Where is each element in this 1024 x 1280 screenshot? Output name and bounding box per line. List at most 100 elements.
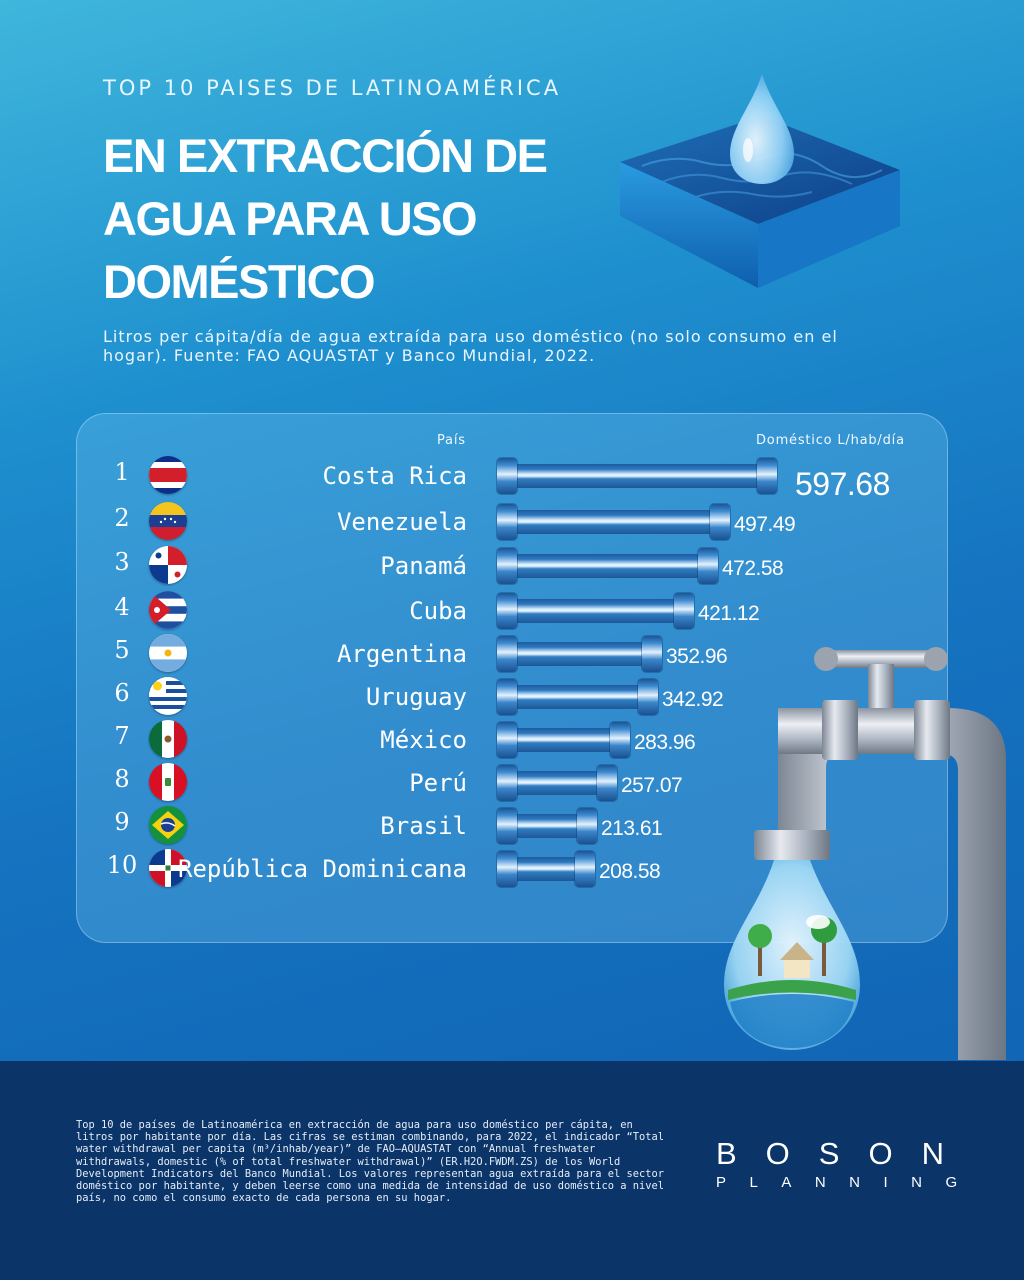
page-title: EN EXTRACCIÓN DE AGUA PARA USO DOMÉSTICO: [103, 124, 623, 313]
bar-panama: [497, 548, 718, 584]
country-label: Uruguay: [365, 683, 467, 711]
country-label: Venezuela: [336, 508, 467, 536]
chart-row: 7 México 283.96: [0, 720, 1024, 760]
rank-number: 8: [114, 765, 130, 793]
bar-cap-right: [577, 808, 597, 844]
bar-cap-right: [698, 548, 718, 584]
bar-cap-left: [497, 851, 517, 887]
footer-note: Top 10 de países de Latinoamérica en ext…: [76, 1119, 665, 1205]
title-line-2: AGUA PARA USO: [103, 192, 478, 245]
bar-tube: [501, 599, 690, 623]
flag-mexico-icon: [149, 720, 187, 758]
subtitle: Litros per cápita/día de agua extraída p…: [103, 327, 838, 365]
bar-cap-right: [638, 679, 658, 715]
chart-row: 3 Panamá 472.58: [0, 546, 1024, 586]
rank-number: 4: [114, 593, 130, 621]
chart-row: 2 Venezuela 497.49: [0, 502, 1024, 542]
bar-cuba: [497, 593, 694, 629]
column-header-country: País: [437, 433, 466, 448]
rank-number: 2: [114, 504, 130, 532]
flag-argentina-icon: [149, 634, 187, 672]
logo-sub: PLANNING: [716, 1174, 981, 1191]
bar-tube: [501, 510, 726, 534]
bar-tube: [501, 554, 714, 578]
country-label: Argentina: [336, 640, 467, 668]
flag-peru-icon: [149, 763, 187, 801]
bar-cap-right: [674, 593, 694, 629]
faucet-illustration: [724, 647, 1006, 1060]
value-label: 597.68: [795, 466, 890, 502]
value-label: 283.96: [634, 731, 696, 754]
bar-cap-right: [610, 722, 630, 758]
bar-brasil: [497, 808, 597, 844]
column-header-value: Doméstico L/hab/día: [756, 433, 905, 448]
chart-row: 5 Argentina 352.96: [0, 634, 1024, 674]
flag-cuba-icon: [149, 591, 187, 629]
rank-number: 3: [114, 548, 130, 576]
country-label: Brasil: [380, 812, 467, 840]
bar-peru: [497, 765, 617, 801]
bar-tube: [501, 728, 626, 752]
flag-brasil-icon: [149, 806, 187, 844]
value-label: 208.58: [599, 860, 661, 883]
chart-row: 10 República Dominicana 208.58: [0, 849, 1024, 889]
title-line-1: EN EXTRACCIÓN DE: [103, 129, 548, 182]
rank-number: 7: [114, 722, 130, 750]
bar-cap-left: [497, 722, 517, 758]
country-label: Panamá: [380, 552, 467, 580]
country-label: República Dominicana: [178, 855, 467, 883]
bar-argentina: [497, 636, 662, 672]
bar-cap-left: [497, 679, 517, 715]
bar-cap-left: [497, 504, 517, 540]
rank-number: 9: [114, 808, 130, 836]
bar-cap-right: [757, 458, 777, 494]
rank-number: 5: [114, 636, 130, 664]
bar-cap-left: [497, 548, 517, 584]
chart-row: 1 Costa Rica 597.68: [0, 456, 1024, 502]
kicker: TOP 10 PAISES DE LATINOAMÉRICA: [103, 76, 562, 100]
value-label: 472.58: [722, 557, 784, 580]
bar-cap-left: [497, 808, 517, 844]
bar-cap-right: [575, 851, 595, 887]
flag-costa-rica-icon: [149, 456, 187, 494]
rank-number: 1: [114, 458, 130, 486]
bar-cap-right: [597, 765, 617, 801]
value-label: 213.61: [601, 817, 663, 840]
logo-main: BOSON: [716, 1136, 973, 1171]
rank-number: 10: [106, 851, 138, 879]
bar-cap-right: [710, 504, 730, 540]
flag-panama-icon: [149, 546, 187, 584]
rank-number: 6: [114, 679, 130, 707]
bar-cap-left: [497, 458, 517, 494]
bar-cap-right: [642, 636, 662, 672]
bar-republica-dominicana: [497, 851, 595, 887]
country-label: Costa Rica: [322, 462, 468, 490]
bar-cap-left: [497, 636, 517, 672]
bar-tube: [501, 642, 658, 666]
bar-venezuela: [497, 504, 730, 540]
value-label: 342.92: [662, 688, 724, 711]
water-drop-illustration: [620, 74, 900, 288]
value-label: 257.07: [621, 774, 683, 797]
chart-row: 4 Cuba 421.12: [0, 591, 1024, 631]
bar-cap-left: [497, 765, 517, 801]
bar-tube: [501, 771, 613, 795]
country-label: México: [380, 726, 467, 754]
value-label: 497.49: [734, 513, 796, 536]
value-label: 352.96: [666, 645, 728, 668]
chart-row: 9 Brasil 213.61: [0, 806, 1024, 846]
chart-row: 6 Uruguay 342.92: [0, 677, 1024, 717]
bar-tube: [501, 464, 773, 488]
country-label: Cuba: [409, 597, 467, 625]
bar-tube: [501, 685, 654, 709]
title-line-3: DOMÉSTICO: [103, 255, 376, 308]
footer: [0, 1061, 1024, 1280]
value-label: 421.12: [698, 602, 760, 625]
bar-costa-rica: [497, 458, 777, 494]
country-label: Perú: [409, 769, 467, 797]
bar-mexico: [497, 722, 630, 758]
bar-cap-left: [497, 593, 517, 629]
flag-uruguay-icon: [149, 677, 187, 715]
flag-venezuela-icon: [149, 502, 187, 540]
chart-row: 8 Perú 257.07: [0, 763, 1024, 803]
